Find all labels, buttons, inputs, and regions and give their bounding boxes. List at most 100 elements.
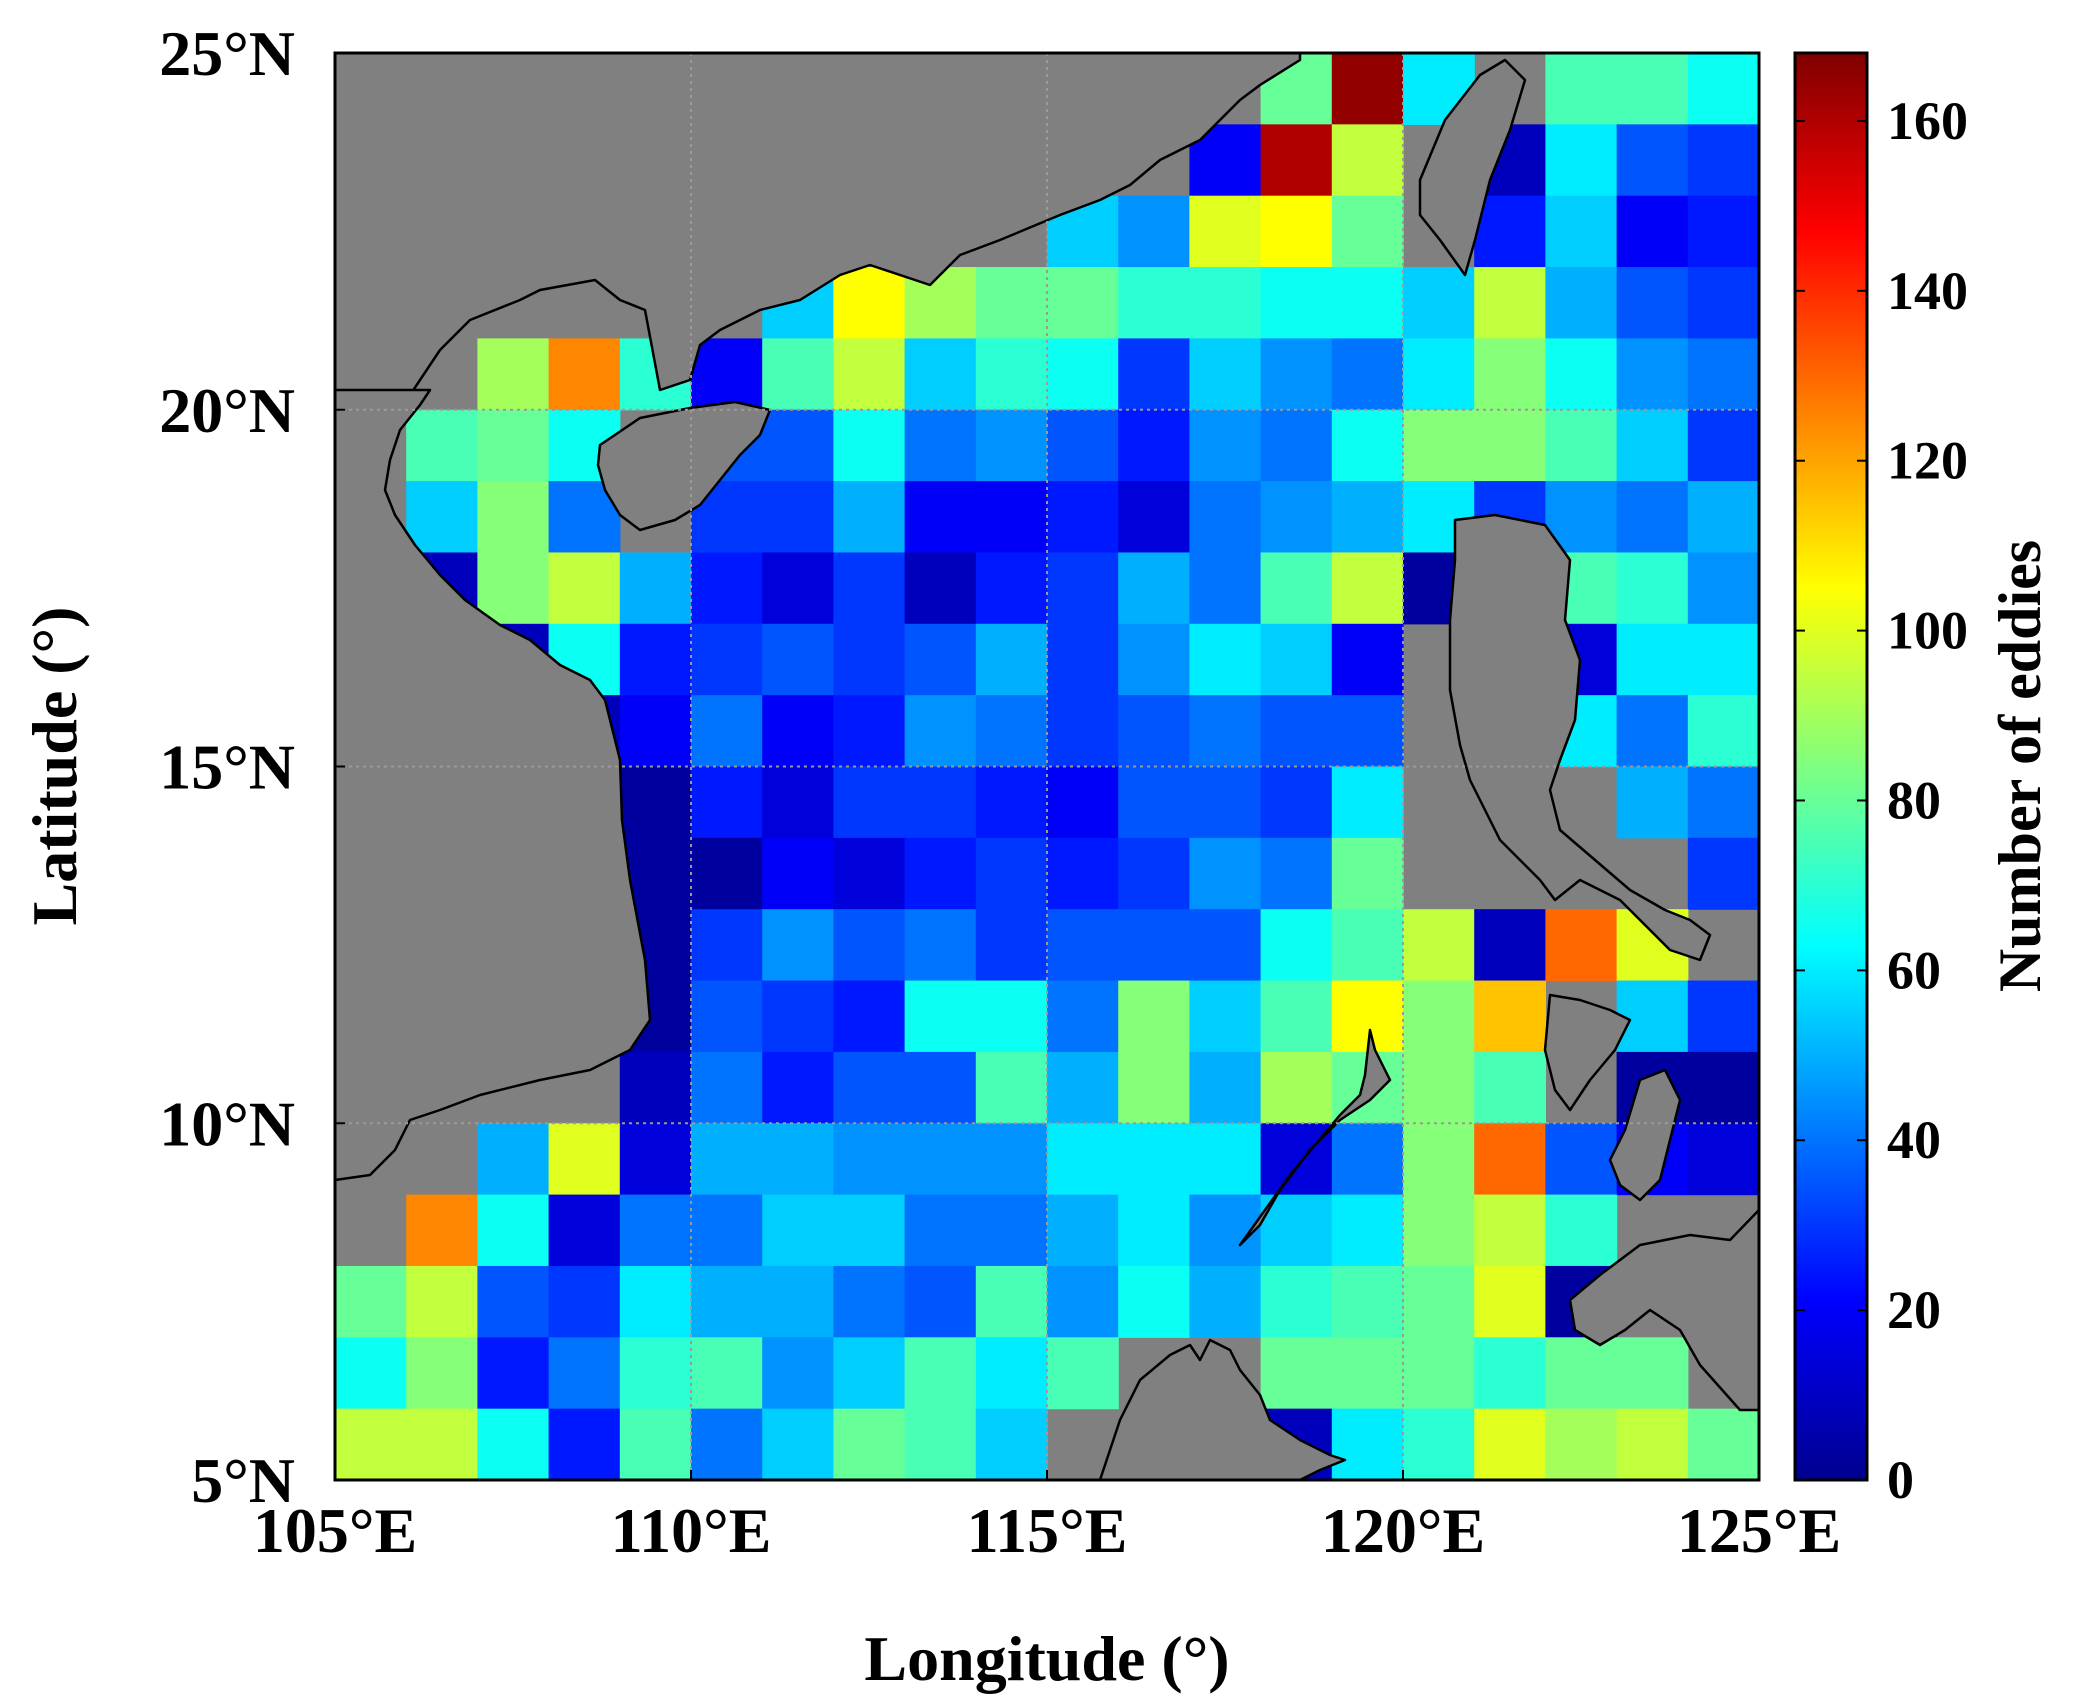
heatmap-cell (904, 695, 977, 768)
heatmap-cell (1403, 1265, 1475, 1338)
land-visayas (1543, 993, 1632, 1112)
heatmap-cell (762, 766, 834, 839)
heatmap-cell (1687, 837, 1760, 910)
heatmap-cell (904, 1123, 977, 1196)
heatmap-cell (1331, 1194, 1404, 1267)
heatmap-cell (1403, 980, 1475, 1053)
heatmap-cell (1616, 481, 1689, 554)
heatmap-cell (1616, 124, 1689, 197)
heatmap-cell (1260, 695, 1333, 768)
heatmap-cell (975, 1337, 1048, 1410)
heatmap-cell (1545, 195, 1618, 268)
heatmap-cell (1474, 1194, 1546, 1267)
heatmap-cell (1403, 1051, 1475, 1124)
heatmap-cell (904, 552, 977, 625)
heatmap-cell (1260, 1051, 1333, 1124)
heatmap-cell (1545, 1194, 1618, 1267)
heatmap-cell (1616, 53, 1689, 125)
heatmap-cell (762, 623, 834, 696)
heatmap-cell (1687, 195, 1760, 268)
heatmap-cell (1687, 124, 1760, 197)
land-mindanao-south (1568, 1208, 1759, 1412)
heatmap-cell (904, 481, 977, 554)
heatmap-cell (904, 1051, 977, 1124)
heatmap-cell (1189, 1051, 1262, 1124)
heatmap-cell (1331, 409, 1404, 482)
heatmap-cell (1047, 623, 1119, 696)
heatmap-cell (1474, 980, 1546, 1053)
heatmap-cell (1616, 409, 1689, 482)
heatmap-cell (1687, 1123, 1760, 1196)
heatmap-cell (1118, 552, 1190, 625)
heatmap-cell (1474, 267, 1546, 339)
heatmap-cell (1189, 1265, 1262, 1338)
heatmap-cell (1474, 1408, 1546, 1481)
heatmap-cell (1474, 909, 1546, 982)
heatmap-cell (1545, 1123, 1618, 1196)
heatmap-cell (904, 409, 977, 482)
colorbar-tick-label: 160 (1887, 91, 1968, 151)
y-axis-ticks: 5°N 10°N 15°N 20°N 25°N (159, 18, 345, 1516)
heatmap-cell (1687, 695, 1760, 768)
heatmap-cell (762, 338, 834, 411)
heatmap-cell (1687, 481, 1760, 554)
heatmap-cell (1260, 980, 1333, 1053)
heatmap-cell (1189, 909, 1262, 982)
heatmap-cell (1331, 695, 1404, 768)
heatmap-cell (619, 1408, 692, 1481)
x-tick-label: 105°E (253, 1495, 417, 1566)
heatmap-cell (833, 695, 906, 768)
heatmap-cell (691, 1337, 763, 1410)
heatmap-cell (1403, 909, 1475, 982)
heatmap-cell (1403, 1123, 1475, 1196)
heatmap-cell (1260, 766, 1333, 839)
heatmap-cell (833, 1051, 906, 1124)
heatmap-cell (975, 409, 1048, 482)
heatmap-cell (1189, 695, 1262, 768)
heatmap-cell (1189, 1123, 1262, 1196)
heatmap-cell (1687, 1408, 1760, 1481)
heatmap-cell (691, 1123, 763, 1196)
heatmap-cell (477, 338, 550, 411)
heatmap-cell (1616, 552, 1689, 625)
heatmap-cell (833, 338, 906, 411)
heatmap-cell (1616, 338, 1689, 411)
heatmap-cell (762, 980, 834, 1053)
land-masses (335, 53, 1759, 1480)
heatmap-cell (1260, 481, 1333, 554)
heatmap-cell (975, 267, 1048, 339)
heatmap-cell (975, 766, 1048, 839)
heatmap-cell (1189, 195, 1262, 268)
heatmap-cell (619, 766, 692, 839)
heatmap-cell (548, 1194, 621, 1267)
x-tick-label: 110°E (611, 1495, 772, 1566)
x-axis-label: Longitude (°) (864, 1623, 1229, 1694)
heatmap-cell (1260, 338, 1333, 411)
heatmap-cell (1687, 267, 1760, 339)
heatmap-cell (1474, 1123, 1546, 1196)
colorbar-label: Number of eddies (1987, 540, 2053, 992)
heatmap-cell (975, 980, 1048, 1053)
heatmap-cell (548, 1123, 621, 1196)
heatmap-cell (833, 1194, 906, 1267)
heatmap-cell (1260, 1337, 1333, 1410)
heatmap-cell (1260, 195, 1333, 268)
heatmap-cell (1118, 909, 1190, 982)
heatmap-cell (1118, 1265, 1190, 1338)
land-mindanao (1608, 1068, 1682, 1202)
heatmap-cell (1331, 53, 1404, 125)
heatmap-cell (904, 1337, 977, 1410)
heatmap-cell (1047, 409, 1119, 482)
heatmap-cell (548, 1337, 621, 1410)
heatmap-cell (1687, 980, 1760, 1053)
heatmap-cell (762, 695, 834, 768)
heatmap-cell (619, 552, 692, 625)
heatmap-cell (975, 1265, 1048, 1338)
heatmap-cell (1047, 1123, 1119, 1196)
heatmap-cell (1047, 837, 1119, 910)
heatmap-cell (619, 695, 692, 768)
heatmap-cell (1118, 837, 1190, 910)
heatmap-cell (1331, 1123, 1404, 1196)
x-tick-label: 120°E (1321, 1495, 1485, 1566)
